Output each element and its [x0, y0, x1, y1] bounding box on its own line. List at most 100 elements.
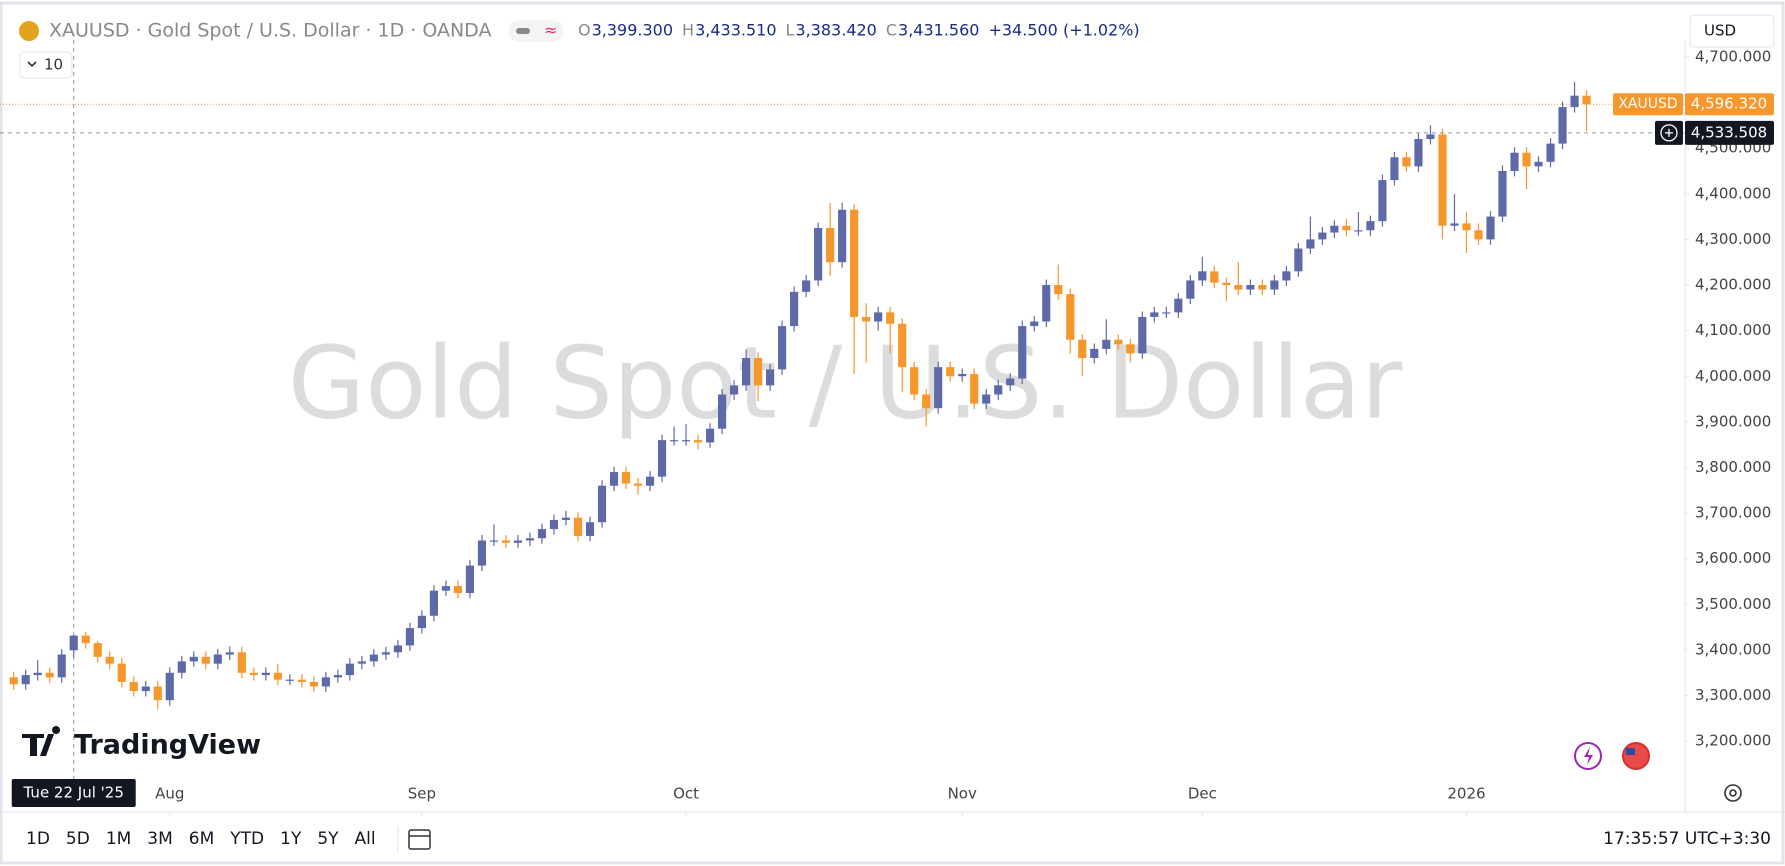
candle-body: [766, 369, 775, 386]
candle-body: [657, 440, 667, 477]
currency: USD: [1704, 22, 1736, 40]
candle-body: [1558, 107, 1567, 144]
candle-body: [669, 440, 679, 442]
candle-body: [633, 483, 643, 486]
last-price-label: 4,596.320: [1691, 95, 1767, 113]
candle-body: [1462, 223, 1471, 231]
y-tick-label: 3,600.000: [1695, 549, 1771, 567]
range-button[interactable]: 5Y: [317, 829, 339, 849]
status-pill[interactable]: [508, 20, 564, 42]
range-button[interactable]: 5D: [66, 829, 90, 849]
candle-body: [597, 485, 607, 523]
candle-body: [1066, 294, 1075, 340]
y-tick-label: 4,000.000: [1695, 367, 1771, 385]
events-button[interactable]: [1622, 742, 1650, 770]
candle-body: [1246, 285, 1255, 290]
candle-body: [537, 529, 547, 539]
goto-date-button[interactable]: [408, 829, 431, 850]
candle-body: [862, 316, 871, 322]
candle-body: [165, 672, 174, 701]
plot-area: [0, 40, 1685, 780]
crosshair-price-label: 4,533.508: [1691, 123, 1767, 141]
candle-body: [814, 227, 823, 281]
candle-body: [225, 652, 234, 655]
candle-body: [21, 675, 30, 685]
x-tick-label: Nov: [948, 785, 977, 803]
candle-body: [585, 522, 595, 536]
candle-body: [850, 209, 859, 317]
candle-body: [1030, 321, 1039, 327]
x-tick-label: Sep: [408, 785, 436, 803]
candle-body: [1174, 298, 1183, 313]
range-button[interactable]: 1D: [26, 829, 50, 849]
candle-body: [81, 635, 90, 644]
candle-body: [1114, 339, 1123, 345]
candle-body: [1474, 230, 1483, 240]
candle-body: [177, 661, 186, 673]
candle-body: [393, 645, 402, 653]
ohlc-field: H: [682, 21, 694, 40]
range-button[interactable]: YTD: [229, 829, 264, 849]
x-tick-label: Oct: [673, 785, 699, 803]
candle-body: [1186, 280, 1195, 299]
candle-body: [1354, 230, 1363, 232]
ohlc-field: L: [786, 21, 795, 40]
ohlc-value: 3,383.420: [795, 21, 876, 40]
candle-body: [1498, 170, 1507, 217]
candle-body: [429, 590, 438, 616]
candle-body: [1126, 344, 1135, 354]
settings-button[interactable]: [1724, 784, 1742, 802]
settings-icon: [1729, 789, 1737, 797]
candle-body: [381, 652, 390, 655]
candle-body: [105, 656, 114, 664]
change: +34.500 (+1.02%): [988, 21, 1139, 40]
candle-body: [802, 280, 811, 292]
candle-body: [886, 312, 895, 324]
candle-body: [1102, 339, 1111, 349]
range-button[interactable]: All: [355, 829, 376, 849]
y-tick-label: 3,700.000: [1695, 504, 1771, 522]
y-tick-label: 3,800.000: [1695, 458, 1771, 476]
candle-body: [1198, 271, 1207, 281]
candle-body: [285, 679, 294, 681]
y-tick-label: 3,300.000: [1695, 686, 1771, 704]
candle-body: [609, 472, 619, 486]
candle-body: [1426, 134, 1435, 140]
candle-body: [970, 373, 979, 404]
plus-icon: [1665, 128, 1673, 137]
currency-button[interactable]: [1689, 14, 1775, 48]
candle-body: [838, 209, 847, 263]
candle-body: [621, 472, 631, 484]
y-tick-label: 4,200.000: [1695, 276, 1771, 294]
x-tick-label: 2026: [1447, 785, 1485, 803]
candle-body: [1342, 225, 1351, 231]
status-icon: ≈: [544, 21, 557, 40]
candle-body: [489, 540, 499, 542]
candle-body: [477, 540, 487, 566]
candle-body: [1366, 221, 1375, 231]
candle-body: [549, 519, 559, 530]
candle-body: [1018, 326, 1027, 379]
candle-body: [1390, 157, 1399, 181]
candle-body: [465, 565, 475, 593]
bolt-icon: [1584, 747, 1593, 765]
range-button[interactable]: 3M: [147, 829, 172, 849]
y-tick-label: 4,400.000: [1695, 184, 1771, 202]
candle-body: [705, 428, 715, 443]
candle-body: [405, 628, 414, 646]
candle-body: [1318, 232, 1327, 240]
last-price-tag: [1685, 93, 1774, 116]
candle-body: [273, 672, 282, 680]
candle-body: [513, 540, 523, 543]
candle-body: [1162, 312, 1171, 314]
indicators-toggle[interactable]: [19, 51, 73, 79]
range-button[interactable]: 6M: [189, 829, 214, 849]
candle-body: [501, 540, 511, 543]
range-button[interactable]: 1Y: [280, 829, 302, 849]
candle-body: [57, 654, 66, 678]
range-button[interactable]: 1M: [106, 829, 131, 849]
candle-body: [297, 679, 306, 682]
candle-body: [1402, 157, 1411, 167]
symbol-title[interactable]: XAUUSD · Gold Spot / U.S. Dollar · 1D · …: [49, 20, 491, 42]
